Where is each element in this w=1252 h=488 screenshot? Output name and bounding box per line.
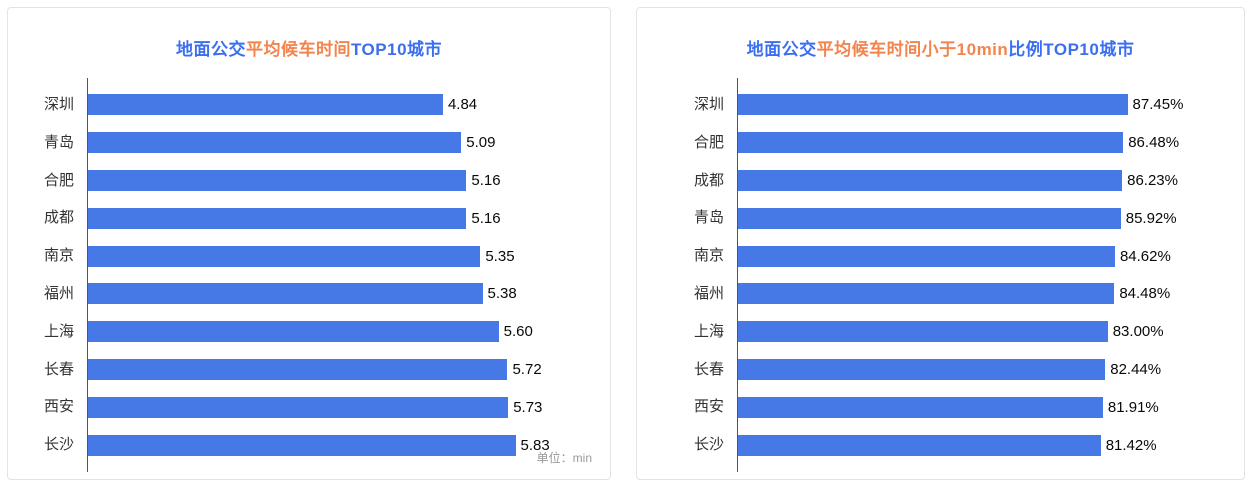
category-label: 青岛 (694, 209, 725, 227)
value-label: 5.38 (487, 285, 517, 303)
category-axis: 深圳合肥成都青岛南京福州上海长春西安长沙 (637, 78, 737, 472)
value-label: 83.00% (1112, 323, 1164, 341)
value-label: 5.83 (520, 436, 550, 454)
category-label: 福州 (43, 284, 74, 302)
bar (738, 321, 1108, 343)
category-label: 青岛 (43, 133, 74, 151)
category-label: 长沙 (694, 436, 725, 454)
value-label: 5.16 (471, 171, 501, 189)
bar-row: 85.92% (738, 199, 1228, 237)
bar-row: 5.60 (88, 313, 594, 351)
category-label: 长春 (694, 360, 725, 378)
bar (738, 169, 1123, 191)
bar (738, 396, 1103, 418)
title-segment-highlight: 平均候车时间 (245, 40, 351, 59)
category-axis: 深圳青岛合肥成都南京福州上海长春西安长沙 (8, 78, 87, 472)
bar (88, 94, 443, 116)
bar (738, 283, 1115, 305)
bar (88, 321, 499, 343)
bar-row: 82.44% (738, 351, 1228, 389)
bar-row: 5.35 (88, 237, 594, 275)
value-label: 87.45% (1132, 96, 1184, 114)
value-label: 5.35 (485, 247, 515, 265)
category-label: 成都 (694, 171, 725, 189)
bar-row: 84.62% (738, 237, 1228, 275)
bar-row: 87.45% (738, 86, 1228, 124)
category-label: 南京 (43, 247, 74, 265)
bar (88, 245, 481, 267)
bar-row: 81.42% (738, 426, 1228, 464)
value-label: 86.23% (1127, 171, 1178, 189)
value-label: 81.42% (1105, 436, 1157, 454)
category-label: 深圳 (694, 96, 725, 113)
title-segment: TOP10城市 (350, 40, 443, 59)
bar (88, 396, 509, 418)
value-label: 84.62% (1119, 247, 1171, 265)
value-label: 86.48% (1128, 134, 1180, 152)
value-label: 4.84 (447, 96, 478, 114)
bar-row: 84.48% (738, 275, 1228, 313)
bar-row: 5.09 (88, 124, 594, 162)
value-label: 5.72 (512, 360, 542, 378)
bar-row: 4.84 (88, 86, 594, 124)
bar-row: 5.16 (88, 199, 594, 237)
category-label: 福州 (694, 284, 725, 302)
bar-row: 83.00% (738, 313, 1228, 351)
bar (738, 132, 1124, 154)
bar (88, 207, 467, 229)
chart-card-avg-wait-time: 地面公交平均候车时间TOP10城市 深圳青岛合肥成都南京福州上海长春西安长沙 4… (7, 7, 612, 480)
chart-title: 地面公交平均候车时间TOP10城市 (8, 35, 610, 60)
bar-row: 86.48% (738, 124, 1228, 162)
bar (738, 94, 1128, 116)
value-label: 81.91% (1107, 398, 1159, 416)
bar (738, 207, 1121, 229)
title-segment-highlight: 平均候车时间小于10min (816, 40, 1009, 59)
bar-row: 81.91% (738, 388, 1228, 426)
value-label: 84.48% (1119, 285, 1171, 303)
category-label: 长春 (43, 360, 74, 378)
bar-row: 5.73 (88, 388, 594, 426)
value-label: 5.09 (466, 134, 496, 152)
category-label: 西安 (694, 398, 725, 416)
bar (88, 283, 483, 305)
bar (738, 245, 1115, 267)
value-label: 5.73 (513, 398, 543, 416)
bar (88, 434, 516, 456)
category-label: 深圳 (43, 96, 74, 113)
category-label: 长沙 (43, 436, 74, 454)
bar-chart-avg-wait-time: 深圳青岛合肥成都南京福州上海长春西安长沙 4.84 5.09 5.16 5.16 5.3… (8, 78, 610, 472)
bar-row: 5.83 (88, 426, 594, 464)
category-label: 西安 (43, 398, 74, 416)
bar (738, 358, 1106, 380)
category-label: 成都 (43, 209, 74, 227)
bar-row: 5.16 (88, 162, 594, 200)
value-label: 85.92% (1125, 209, 1177, 227)
category-label: 合肥 (694, 133, 725, 151)
unit-note: 单位：min (536, 451, 593, 465)
title-segment: 比例TOP10城市 (1008, 40, 1135, 59)
bar-row: 86.23% (738, 162, 1228, 200)
bar-row: 5.38 (88, 275, 594, 313)
bar (88, 132, 462, 154)
chart-title: 地面公交平均候车时间小于10min比例TOP10城市 (637, 35, 1244, 60)
plot-area: 4.84 5.09 5.16 5.16 5.35 5.38 5.60 5.72 5.73 5.83 (87, 78, 610, 472)
category-label: 南京 (694, 247, 725, 265)
plot-area: 87.45% 86.48% 86.23% 85.92% 84.62% 84.48% 83.0… (737, 78, 1244, 472)
bar (738, 434, 1101, 456)
chart-card-under-10min-ratio: 地面公交平均候车时间小于10min比例TOP10城市 深圳合肥成都青岛南京福州上… (636, 7, 1245, 480)
title-segment: 地面公交 (175, 40, 246, 59)
bar (88, 169, 467, 191)
bar (88, 358, 508, 380)
value-label: 5.60 (503, 323, 533, 341)
bar-chart-under-10min-ratio: 深圳 合肥 成都 青岛 南京 福州 上海 长春 西安 长沙 87.45% 86.48% 86.23% 8… (637, 78, 1244, 472)
category-label: 上海 (43, 322, 74, 340)
value-label: 5.16 (471, 209, 501, 227)
value-label: 82.44% (1110, 360, 1162, 378)
bar-row: 5.72 (88, 351, 594, 389)
category-label: 合肥 (43, 171, 74, 189)
category-label: 上海 (694, 322, 725, 340)
title-segment: 地面公交 (746, 40, 817, 59)
